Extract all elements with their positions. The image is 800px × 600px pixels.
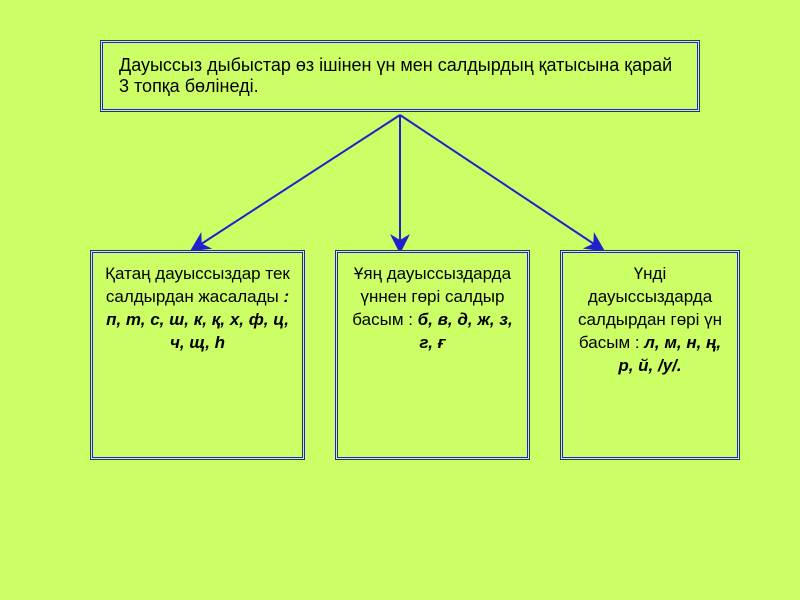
top-summary-box: Дауыссыз дыбыстар өз ішінен үн мен салды… xyxy=(100,40,700,112)
connector-line-0 xyxy=(195,115,400,248)
child-examples-1: б, в, д, ж, з, г, ғ xyxy=(413,310,513,352)
child-lead-0: Қатаң дауыссыздар тек салдырдан жасалады xyxy=(105,264,290,306)
child-box-2: Үнді дауыссыздарда салдырдан гөрі үн бас… xyxy=(560,250,740,460)
children-row: Қатаң дауыссыздар тек салдырдан жасалады… xyxy=(90,250,710,460)
child-box-1: Ұяң дауыссыздарда үннен гөрі салдыр басы… xyxy=(335,250,530,460)
connector-line-2 xyxy=(400,115,600,248)
connector-group xyxy=(195,115,600,248)
child-box-0: Қатаң дауыссыздар тек салдырдан жасалады… xyxy=(90,250,305,460)
